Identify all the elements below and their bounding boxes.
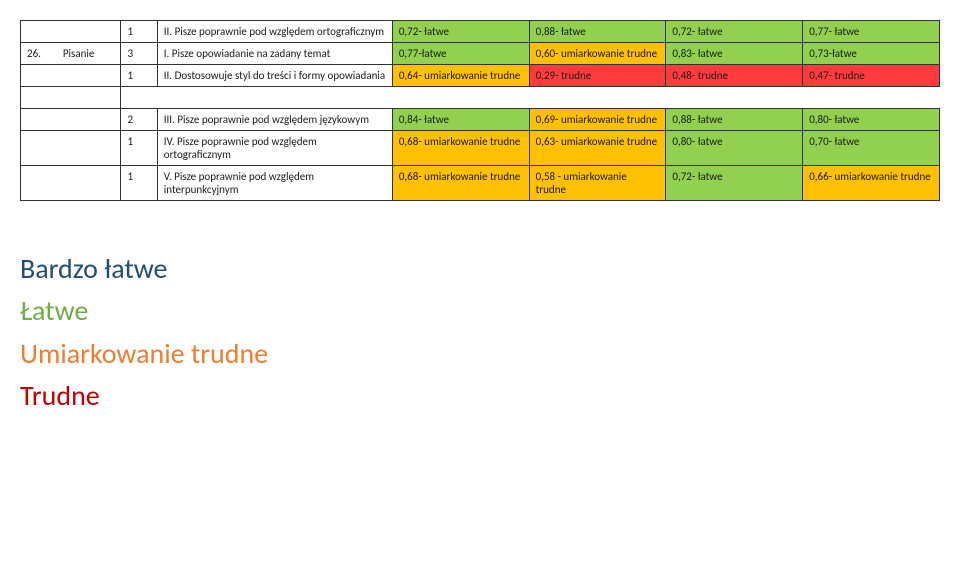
cell [803, 87, 940, 109]
cell-score: 0,64- umiarkowanie trudne [392, 65, 529, 87]
cell-index [21, 21, 57, 43]
cell [392, 87, 529, 109]
cell-category [57, 166, 121, 201]
cell [666, 87, 803, 109]
cell-score: 0,47- trudne [803, 65, 940, 87]
cell-category [57, 109, 121, 131]
cell-criterion: II. Pisze poprawnie pod względem ortogra… [157, 21, 392, 43]
cell-score: 0,73-łatwe [803, 43, 940, 65]
cell [121, 87, 157, 109]
cell-score: 0,83- łatwe [666, 43, 803, 65]
cell-criterion: I. Pisze opowiadanie na zadany temat [157, 43, 392, 65]
cell-score: 0,77- łatwe [803, 21, 940, 43]
cell-category [57, 131, 121, 166]
legend: Bardzo łatwe Łatwe Umiarkowanie trudne Trud… [20, 251, 940, 415]
cell-score: 0,68- umiarkowanie trudne [392, 131, 529, 166]
cell-score: 0,58 - umiarkowanie trudne [529, 166, 666, 201]
cell-score: 0,63- umiarkowanie trudne [529, 131, 666, 166]
cell-criterion: IV. Pisze poprawnie pod względem ortogra… [157, 131, 392, 166]
table-row: 2III. Pisze poprawnie pod względem język… [21, 109, 940, 131]
legend-item: Trudne [20, 378, 940, 414]
cell-index [21, 166, 57, 201]
table-row: 1II. Pisze poprawnie pod względem ortogr… [21, 21, 940, 43]
legend-item: Umiarkowanie trudne [20, 336, 940, 372]
legend-item: Bardzo łatwe [20, 251, 940, 287]
cell-score: 0,72- łatwe [392, 21, 529, 43]
cell-index [21, 65, 57, 87]
table-row: 1II. Dostosowuje styl do treści i formy … [21, 65, 940, 87]
cell-category: Pisanie [57, 43, 121, 65]
cell [157, 87, 392, 109]
cell-weight: 1 [121, 65, 157, 87]
cell-criterion: V. Pisze poprawnie pod względem interpun… [157, 166, 392, 201]
cell-weight: 1 [121, 131, 157, 166]
cell-index [21, 109, 57, 131]
cell-weight: 3 [121, 43, 157, 65]
cell-criterion: III. Pisze poprawnie pod względem języko… [157, 109, 392, 131]
cell-score: 0,72- łatwe [666, 166, 803, 201]
cell-weight: 1 [121, 166, 157, 201]
cell-score: 0,80- łatwe [803, 109, 940, 131]
cell [529, 87, 666, 109]
cell-score: 0,60- umiarkowanie trudne [529, 43, 666, 65]
cell-score: 0,77-łatwe [392, 43, 529, 65]
cell-score: 0,69- umiarkowanie trudne [529, 109, 666, 131]
cell-score: 0,88- łatwe [666, 109, 803, 131]
cell-criterion: II. Dostosowuje styl do treści i formy o… [157, 65, 392, 87]
table-row: 1V. Pisze poprawnie pod względem interpu… [21, 166, 940, 201]
cell-score: 0,72- łatwe [666, 21, 803, 43]
cell-index [21, 131, 57, 166]
legend-item: Łatwe [20, 293, 940, 329]
cell-score: 0,70- łatwe [803, 131, 940, 166]
cell-category [57, 65, 121, 87]
cell-weight: 2 [121, 109, 157, 131]
cell-score: 0,29- trudne [529, 65, 666, 87]
cell-score: 0,68- umiarkowanie trudne [392, 166, 529, 201]
cell-index: 26. [21, 43, 57, 65]
table-body: 1II. Pisze poprawnie pod względem ortogr… [21, 21, 940, 201]
cell-score: 0,84- łatwe [392, 109, 529, 131]
scoring-table: 1II. Pisze poprawnie pod względem ortogr… [20, 20, 940, 201]
cell-category [57, 21, 121, 43]
cell-score: 0,48- trudne [666, 65, 803, 87]
cell-score: 0,66- umiarkowanie trudne [803, 166, 940, 201]
cell [21, 87, 121, 109]
cell-score: 0,80- łatwe [666, 131, 803, 166]
table-row: 1IV. Pisze poprawnie pod względem ortogr… [21, 131, 940, 166]
cell-weight: 1 [121, 21, 157, 43]
table-row [21, 87, 940, 109]
cell-score: 0,88- łatwe [529, 21, 666, 43]
table-row: 26.Pisanie3I. Pisze opowiadanie na zadan… [21, 43, 940, 65]
